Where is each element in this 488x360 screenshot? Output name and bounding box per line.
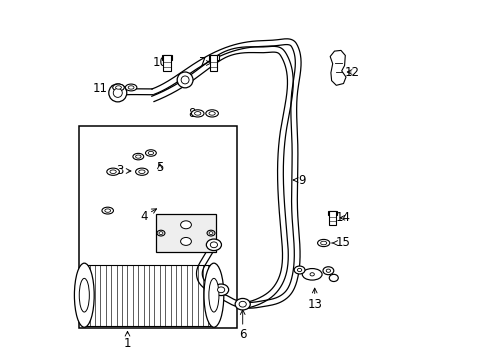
Bar [328,211,336,215]
Ellipse shape [104,209,110,212]
Text: 2: 2 [191,215,206,228]
Circle shape [177,72,193,88]
Text: 6: 6 [239,310,246,341]
Ellipse shape [125,84,137,91]
Ellipse shape [133,153,143,160]
Text: 3: 3 [116,165,131,177]
Ellipse shape [235,298,250,310]
Text: 10: 10 [152,57,170,69]
Ellipse shape [113,84,124,91]
Text: 5: 5 [156,161,163,174]
Ellipse shape [302,269,322,280]
Polygon shape [329,50,346,85]
Text: 14: 14 [335,211,350,224]
Ellipse shape [139,170,145,174]
Ellipse shape [208,112,215,115]
Ellipse shape [194,112,201,115]
Ellipse shape [159,232,163,235]
Text: 13: 13 [306,288,322,311]
Ellipse shape [180,238,191,246]
Ellipse shape [135,155,141,158]
Ellipse shape [180,221,191,229]
Text: 1: 1 [123,332,131,350]
Bar [210,55,217,71]
Ellipse shape [325,269,330,272]
Text: 7: 7 [199,57,211,69]
Ellipse shape [110,170,116,174]
Ellipse shape [328,274,338,282]
Text: 8: 8 [188,107,200,120]
Bar [209,55,218,60]
Text: 11: 11 [93,82,116,95]
Ellipse shape [157,230,164,236]
Ellipse shape [317,239,329,247]
Circle shape [181,76,189,84]
Ellipse shape [145,150,156,156]
Text: 4: 4 [140,209,156,222]
Ellipse shape [208,278,219,312]
Ellipse shape [102,207,113,214]
Bar [156,214,215,252]
Ellipse shape [297,269,301,271]
Ellipse shape [191,110,203,117]
Ellipse shape [208,232,213,235]
Ellipse shape [135,168,148,175]
Ellipse shape [320,241,326,245]
Ellipse shape [128,86,134,89]
Ellipse shape [322,267,333,275]
Text: 15: 15 [331,237,350,249]
Ellipse shape [106,168,119,175]
Circle shape [108,84,126,102]
Bar [163,55,170,71]
Ellipse shape [294,266,305,274]
Text: 12: 12 [345,66,359,78]
Ellipse shape [210,242,217,248]
Ellipse shape [74,263,94,327]
Ellipse shape [115,86,121,89]
Bar [162,55,171,60]
Ellipse shape [309,273,314,276]
Ellipse shape [79,278,89,312]
Ellipse shape [148,152,153,155]
Ellipse shape [206,230,215,236]
Ellipse shape [217,287,224,293]
Bar [79,126,237,328]
Ellipse shape [213,284,228,296]
Circle shape [113,88,122,97]
Ellipse shape [239,301,246,307]
Ellipse shape [205,110,218,117]
Bar [329,211,335,225]
Ellipse shape [203,263,224,327]
Text: 9: 9 [293,174,305,186]
Ellipse shape [206,239,221,251]
